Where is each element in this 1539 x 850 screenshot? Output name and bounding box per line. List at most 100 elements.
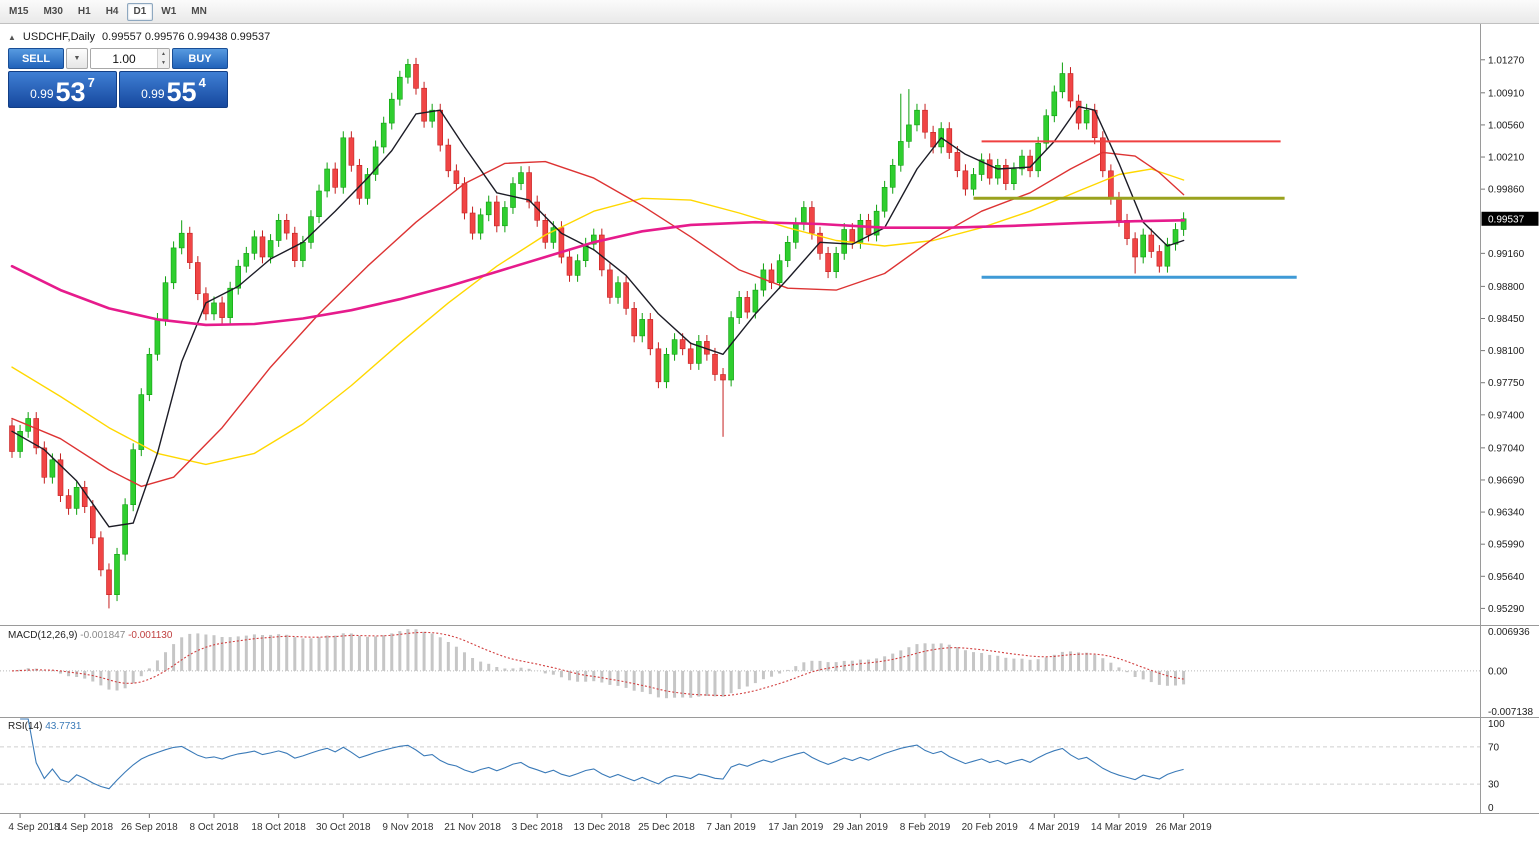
time-axis-label: 20 Feb 2019 [962, 822, 1019, 833]
time-axis-label: 7 Jan 2019 [706, 822, 756, 833]
timeframe-button-m30[interactable]: M30 [43, 5, 63, 17]
buy-price-pip: 4 [198, 75, 206, 90]
price-axis-label: 0.96690 [1488, 475, 1525, 486]
time-axis-label: 9 Nov 2018 [382, 822, 434, 833]
macd-pane-label: MACD(12,26,9) -0.001847 -0.001130 [8, 630, 172, 641]
one-click-trading-panel: SELL ▼ ▲ ▼ BUY 0.99 53 7 0.99 55 4 [8, 48, 228, 108]
price-axis-label: 0.99160 [1488, 249, 1525, 260]
price-axis-label: 0.95990 [1488, 540, 1525, 551]
current-price-tag [1481, 211, 1539, 226]
timeframe-button-h4[interactable]: H4 [105, 5, 119, 17]
macd-axis-min: -0.007138 [1488, 707, 1533, 718]
chart-title: USDCHF,Daily [22, 31, 96, 43]
macd-signal-value: -0.001130 [128, 630, 173, 641]
time-axis-label: 17 Jan 2019 [768, 822, 823, 833]
rsi-value: 43.7731 [45, 721, 82, 732]
buy-price-button[interactable]: 0.99 55 4 [119, 71, 228, 108]
price-axis-label: 0.96340 [1488, 508, 1525, 519]
macd-axis: 0.006936 0.00 -0.007138 [1488, 627, 1533, 718]
sell-price-button[interactable]: 0.99 53 7 [8, 71, 117, 108]
spinner-up-icon[interactable]: ▲ [158, 49, 169, 59]
collapse-triangle-icon[interactable]: ▲ [8, 32, 16, 42]
rsi-indicator-name: RSI(14) [8, 721, 43, 732]
price-axis-label: 0.95640 [1488, 572, 1525, 583]
time-axis-label: 18 Oct 2018 [251, 822, 306, 833]
price-axis-label: 0.97750 [1488, 378, 1525, 389]
time-axis-label: 4 Sep 2018 [8, 822, 60, 833]
timeframe-button-m15[interactable]: M15 [9, 5, 29, 17]
price-axis-label: 0.97040 [1488, 443, 1525, 454]
time-axis-label: 30 Oct 2018 [316, 822, 371, 833]
timeframe-button-w1[interactable]: W1 [161, 5, 177, 17]
buy-price-big: 55 [166, 77, 197, 108]
time-axis-label: 3 Dec 2018 [512, 822, 564, 833]
chevron-down-icon: ▼ [73, 55, 81, 62]
timeframe-button-d1[interactable]: D1 [126, 2, 154, 21]
price-axis-label: 0.98800 [1488, 282, 1525, 293]
time-axis-label: 25 Dec 2018 [638, 822, 695, 833]
chart-header: ▲ USDCHF,Daily 0.99557 0.99576 0.99438 0… [8, 31, 270, 43]
volume-dropdown-button[interactable]: ▼ [66, 48, 88, 69]
time-axis-label: 26 Mar 2019 [1156, 822, 1213, 833]
timeframe-toolbar: M15 M30 H1 H4 D1 W1 MN [0, 0, 1539, 24]
sell-price-big: 53 [55, 77, 86, 108]
one-click-top-row: SELL ▼ ▲ ▼ BUY [8, 48, 228, 69]
rsi-axis-label: 30 [1488, 780, 1500, 791]
ma-red [11, 151, 1185, 488]
time-axis-label: 29 Jan 2019 [833, 822, 888, 833]
price-axis-label: 0.95290 [1488, 604, 1525, 615]
one-click-price-row: 0.99 53 7 0.99 55 4 [8, 71, 228, 108]
rsi-axis-label: 100 [1488, 719, 1505, 730]
time-axis-label: 8 Feb 2019 [900, 822, 951, 833]
sell-price-prefix: 0.99 [30, 87, 54, 101]
ma-magenta [10, 219, 1185, 327]
price-axis-label: 0.98100 [1488, 346, 1525, 357]
sell-button[interactable]: SELL [8, 48, 64, 69]
ma-black [11, 105, 1185, 528]
macd-axis-max: 0.006936 [1488, 627, 1530, 638]
ma-yellow [11, 168, 1185, 466]
time-axis-label: 21 Nov 2018 [444, 822, 501, 833]
volume-spinner: ▲ ▼ [157, 49, 169, 68]
pane-separators [0, 24, 1539, 814]
rsi-pane-label: RSI(14) 43.7731 [8, 721, 81, 732]
macd-indicator-name: MACD(12,26,9) [8, 630, 78, 641]
price-axis-label: 1.01270 [1488, 55, 1525, 66]
time-axis-label: 8 Oct 2018 [190, 822, 239, 833]
price-axis-label: 0.97400 [1488, 410, 1525, 421]
price-axis-label: 0.99860 [1488, 185, 1525, 196]
time-axis-label: 14 Sep 2018 [56, 822, 113, 833]
sell-price-pip: 7 [87, 75, 95, 90]
price-axis-label: 1.00210 [1488, 153, 1525, 164]
volume-input[interactable] [91, 49, 157, 68]
volume-field: ▲ ▼ [90, 48, 170, 69]
macd-signal-line [11, 631, 1184, 697]
macd-main-value: -0.001847 [80, 630, 126, 641]
price-axis-label: 1.00910 [1488, 88, 1525, 99]
time-axis-label: 4 Mar 2019 [1029, 822, 1080, 833]
price-axis[interactable]: 1.01270 1.00910 1.00560 1.00210 0.99860 0.991… [1481, 55, 1539, 615]
price-axis-label: 1.00560 [1488, 120, 1525, 131]
rsi-axis-label: 0 [1488, 803, 1494, 814]
spinner-down-icon[interactable]: ▼ [158, 58, 169, 68]
macd-axis-zero: 0.00 [1488, 666, 1508, 677]
time-axis-label: 14 Mar 2019 [1091, 822, 1148, 833]
buy-price-prefix: 0.99 [141, 87, 165, 101]
time-axis-label: 13 Dec 2018 [573, 822, 630, 833]
chart-background [0, 24, 1539, 845]
current-price-value: 0.99537 [1488, 214, 1525, 225]
macd-histogram [18, 629, 1186, 699]
time-axis-label: 26 Sep 2018 [121, 822, 178, 833]
chart-ohlc-values: 0.99557 0.99576 0.99438 0.99537 [102, 31, 271, 43]
rsi-line [20, 718, 1184, 790]
price-axis-label: 0.98450 [1488, 314, 1525, 325]
buy-button[interactable]: BUY [172, 48, 228, 69]
rsi-axis-label: 70 [1488, 742, 1500, 753]
timeframe-button-h1[interactable]: H1 [77, 5, 91, 17]
rsi-pane: 100 70 30 0 [0, 718, 1505, 814]
timeframe-button-mn[interactable]: MN [191, 5, 207, 17]
